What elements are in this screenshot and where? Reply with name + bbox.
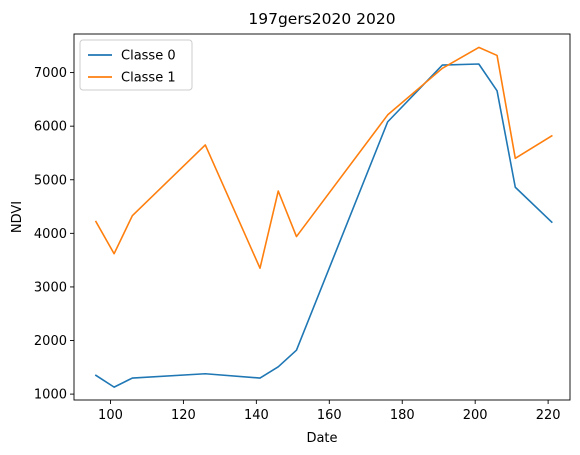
legend-label-1: Classe 1 <box>121 71 176 86</box>
x-tick-label: 100 <box>98 408 123 423</box>
legend-label-0: Classe 0 <box>121 49 176 64</box>
series-line-0 <box>94 63 553 388</box>
x-tick-label: 180 <box>390 408 415 423</box>
y-tick-label: 5000 <box>34 173 67 188</box>
y-tick-label: 7000 <box>34 66 67 81</box>
x-tick-label: 160 <box>317 408 342 423</box>
x-tick-label: 140 <box>244 408 269 423</box>
y-tick-label: 3000 <box>34 280 67 295</box>
y-tick-label: 4000 <box>34 227 67 242</box>
x-tick-label: 220 <box>536 408 561 423</box>
chart-title: 197gers2020 2020 <box>248 10 395 28</box>
y-axis-label: NDVI <box>10 201 25 233</box>
legend: Classe 0 Classe 1 <box>79 39 193 91</box>
x-tick-label: 200 <box>463 408 488 423</box>
y-tick-label: 2000 <box>34 334 67 349</box>
x-axis-label: Date <box>306 431 337 446</box>
x-tick-label: 120 <box>171 408 196 423</box>
plot-area: 100 120 140 160 180 200 220 1000 2000 3000 4000 500… <box>34 33 571 423</box>
plot-frame <box>73 33 571 401</box>
series-line-1 <box>94 46 553 269</box>
y-tick-label: 6000 <box>34 120 67 135</box>
y-tick-label: 1000 <box>34 388 67 403</box>
